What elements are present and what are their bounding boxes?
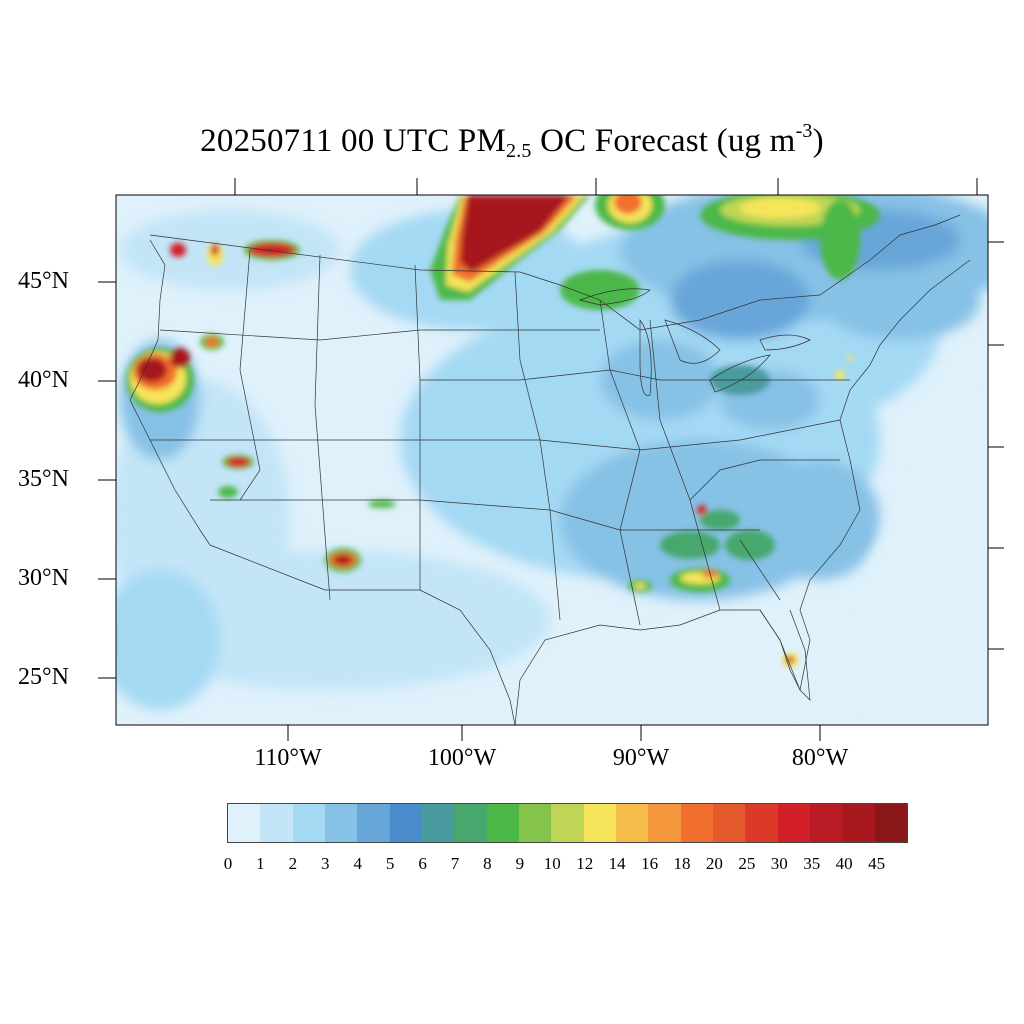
colorbar-cell — [292, 804, 325, 842]
colorbar-cell — [454, 804, 487, 842]
colorbar-cell — [583, 804, 616, 842]
colorbar-cell — [615, 804, 649, 842]
colorbar-cell — [712, 804, 746, 842]
axis-ticks — [98, 178, 1004, 741]
title-unit-prefix: (ug m — [716, 123, 796, 159]
colorbar-label: 6 — [418, 854, 427, 873]
colorbar-label: 25 — [738, 854, 756, 873]
chart-title: 20250711 00 UTC PM2.5 OC Forecast (ug m-… — [0, 120, 1024, 163]
colorbar-cell — [324, 804, 358, 842]
colorbar-cell — [518, 804, 552, 842]
colorbar-label: 14 — [608, 854, 626, 873]
colorbar-cell — [357, 804, 390, 842]
colorbar-label: 30 — [770, 854, 788, 873]
colorbar-cell — [745, 804, 778, 842]
colorbar-cell — [389, 804, 422, 842]
colorbar-label: 4 — [353, 854, 362, 873]
colorbar-label: 5 — [385, 854, 395, 873]
colorbar-label: 16 — [641, 854, 659, 873]
colorbar-cell — [228, 804, 261, 842]
lat-label-35: 35°N — [18, 466, 69, 492]
lat-label-30: 30°N — [18, 565, 69, 591]
title-unit-suffix: ) — [812, 123, 824, 159]
lat-label-40: 40°N — [18, 367, 69, 393]
ocean-field — [500, 401, 988, 725]
title-label: OC Forecast — [540, 123, 709, 159]
title-species-sub: 2.5 — [506, 140, 532, 162]
colorbar-label: 2 — [288, 854, 298, 873]
colorbar-label: 9 — [515, 854, 525, 873]
colorbar-label: 0 — [223, 854, 233, 873]
lat-label-25: 25°N — [18, 664, 69, 690]
colorbar-label: 18 — [673, 854, 691, 873]
colorbar-cell — [421, 804, 455, 842]
colorbar-label: 12 — [576, 854, 594, 873]
colorbar-label: 45 — [868, 854, 886, 873]
colorbar-cell — [777, 804, 810, 842]
colorbar-cell — [648, 804, 681, 842]
colorbar-label: 1 — [256, 854, 265, 873]
lat-label-45: 45°N — [18, 268, 69, 294]
colorbar-label: 10 — [543, 854, 561, 873]
lon-label-110w: 110°W — [254, 745, 322, 771]
lon-label-90w: 90°W — [612, 745, 670, 771]
colorbar-label: 3 — [321, 854, 330, 873]
colorbar-cell — [809, 804, 843, 842]
title-hour: 00 UTC — [341, 123, 450, 159]
colorbar-cell — [680, 804, 713, 842]
smoke-plumes — [126, 195, 880, 667]
title-unit-exp: -3 — [795, 120, 813, 142]
colorbar-label: 8 — [483, 854, 492, 873]
colorbar-cell — [260, 804, 293, 842]
colorbar-label: 35 — [803, 854, 821, 873]
colorbar — [227, 803, 908, 843]
colorbar-label: 7 — [450, 854, 460, 873]
title-species: PM — [457, 123, 507, 159]
colorbar-cell — [551, 804, 584, 842]
map-frame — [115, 194, 989, 726]
colorbar-cell — [486, 804, 519, 842]
colorbar-cell — [874, 804, 907, 842]
colorbar-label: 40 — [835, 854, 853, 873]
lon-label-100w: 100°W — [427, 745, 497, 771]
boundaries — [129, 214, 971, 726]
colorbar-label: 20 — [705, 854, 723, 873]
title-date: 20250711 — [200, 123, 333, 159]
lon-label-80w: 80°W — [791, 745, 849, 771]
colorbar-cell — [842, 804, 875, 842]
